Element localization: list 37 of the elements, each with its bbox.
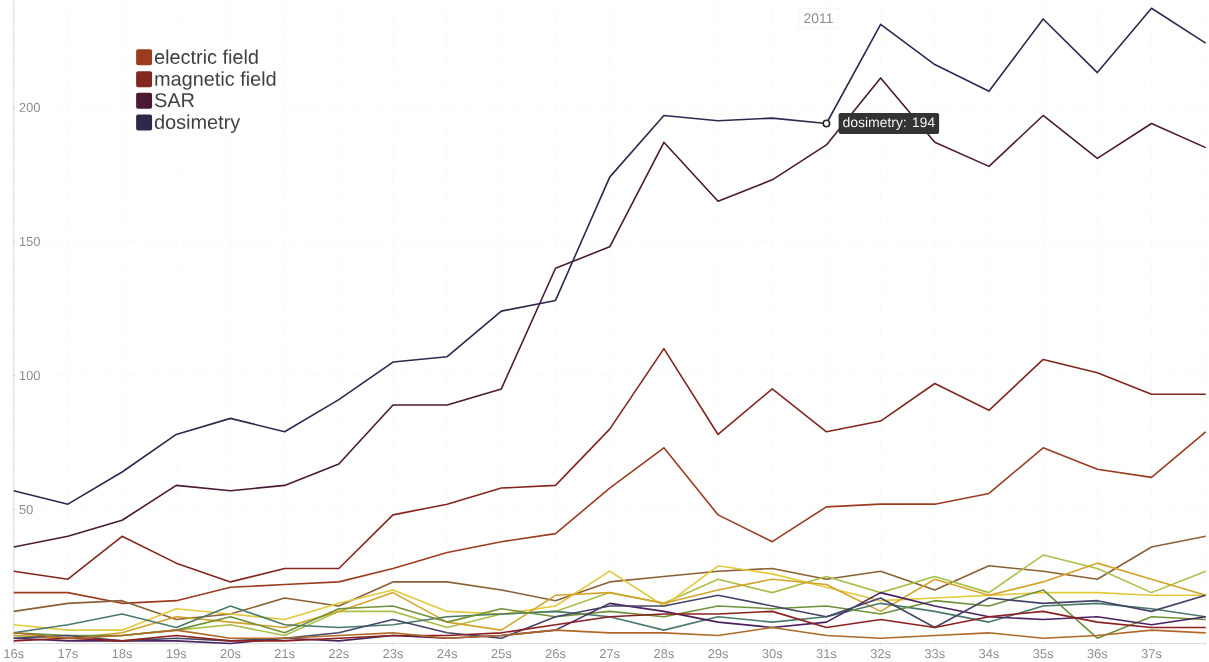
x-tick-label: 20s [220,649,241,659]
legend-label: dosimetry [154,114,241,134]
annotation: 2011 [804,13,833,24]
y-tick-label: 100 [19,371,40,381]
x-tick-label: 33s [924,649,945,659]
line-series [12,7,1207,506]
y-tick-label: 50 [19,505,33,515]
x-tick-label: 26s [545,649,566,659]
x-tick-label: 29s [708,649,729,659]
x-tick-label: 16s [4,649,24,659]
x-tick-label: 19s [166,649,187,659]
x-tick-label: 25s [491,649,512,659]
x-tick-label: 32s [870,649,891,659]
x-tick-label: 35s [1033,649,1054,659]
x-tick-label: 34s [979,649,999,659]
legend-label: SAR [154,93,195,108]
line-series [12,348,1207,583]
x-tick-label: 24s [437,649,458,659]
x-tick-label: 22s [329,649,349,659]
x-tick-label: 37s [1141,649,1162,659]
x-tick-label: 36s [1087,649,1108,659]
x-tick-label: 18s [112,649,133,659]
x-tick-label: 21s [274,649,295,659]
line-series [12,431,1207,605]
line-series [12,535,1207,621]
annotation: dosimetry: 194 [843,117,935,131]
legend-label: magnetic field [155,71,276,91]
x-tick-label: 27s [599,649,620,659]
x-tick-label: 28s [654,649,674,659]
line-series [12,626,1207,640]
x-tick-label: 30s [762,649,783,659]
x-tick-label: 23s [383,649,403,659]
y-tick-label: 150 [19,237,40,247]
legend-label: electric field [154,49,258,65]
x-tick-label: 17s [58,649,78,659]
x-tick-label: 31s [816,649,837,659]
y-tick-label: 200 [19,103,40,113]
